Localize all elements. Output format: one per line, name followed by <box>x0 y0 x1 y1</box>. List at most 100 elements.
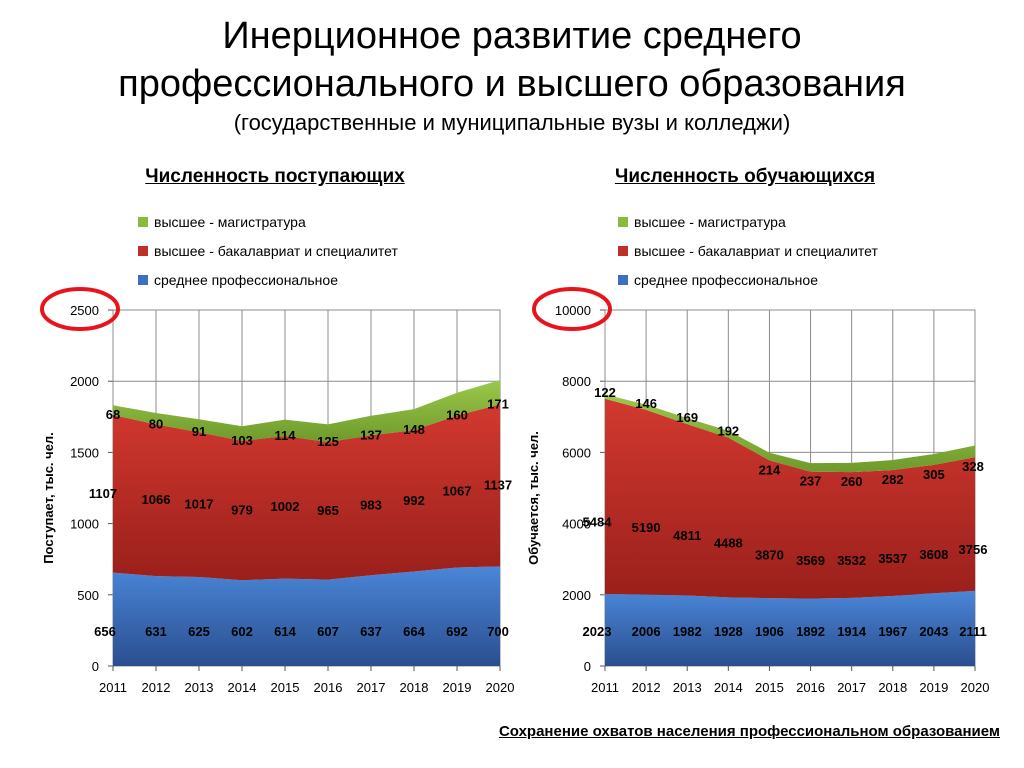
data-label-vocational: 614 <box>274 624 296 639</box>
data-label-bachelor: 5190 <box>632 520 661 535</box>
x-tick-label: 2018 <box>400 680 429 695</box>
legend-label: высшее - магистратура <box>154 213 306 230</box>
x-tick-label: 2014 <box>714 680 743 695</box>
data-label-masters: 260 <box>841 474 863 489</box>
chart1-title: Численность поступающих <box>145 166 405 187</box>
x-tick-label: 2016 <box>796 680 825 695</box>
data-label-bachelor: 1066 <box>142 492 171 507</box>
page-title-line1: Инерционное развитие среднего <box>222 15 802 57</box>
page-subtitle: (государственные и муниципальные вузы и … <box>233 110 791 135</box>
legend-item-vocational: среднее профессиональное <box>618 265 878 294</box>
x-tick-label: 2020 <box>961 680 990 695</box>
data-label-bachelor: 983 <box>360 497 382 512</box>
x-tick-label: 2013 <box>185 680 214 695</box>
legend-label: высшее - бакалавриат и специалитет <box>154 242 398 259</box>
y-tick-label: 1000 <box>70 517 99 532</box>
data-label-masters: 103 <box>231 433 253 448</box>
x-tick-label: 2012 <box>632 680 661 695</box>
data-label-masters: 282 <box>882 472 904 487</box>
data-label-vocational: 1928 <box>714 624 743 639</box>
data-label-masters: 146 <box>635 396 657 411</box>
data-label-vocational: 692 <box>446 624 468 639</box>
y-axis-label: Поступает, тыс. чел. <box>41 432 56 564</box>
data-label-masters: 160 <box>446 408 468 423</box>
data-label-vocational: 1982 <box>673 624 702 639</box>
data-label-bachelor: 3537 <box>878 551 907 566</box>
y-tick-label: 0 <box>92 659 99 674</box>
x-tick-label: 2019 <box>443 680 472 695</box>
chart2-legend: высшее - магистратура высшее - бакалаври… <box>618 207 878 294</box>
title-block: Инерционное развитие среднего профессион… <box>0 12 1024 138</box>
y-tick-label: 1500 <box>70 445 99 460</box>
y-tick-label: 2500 <box>70 303 99 318</box>
legend-swatch-blue <box>618 274 628 285</box>
area-series-vocational <box>605 590 975 666</box>
legend-swatch-red <box>138 245 148 256</box>
data-label-bachelor: 3870 <box>755 547 784 562</box>
data-label-masters: 91 <box>192 424 206 439</box>
data-label-vocational: 631 <box>145 624 167 639</box>
x-tick-label: 2015 <box>755 680 784 695</box>
data-label-bachelor: 1137 <box>484 477 512 492</box>
y-tick-label: 500 <box>77 588 99 603</box>
x-tick-label: 2017 <box>357 680 386 695</box>
page-title-line2: профессионального и высшего образования <box>118 63 906 105</box>
data-label-vocational: 2006 <box>632 624 661 639</box>
data-label-vocational: 637 <box>360 624 382 639</box>
data-label-bachelor: 5484 <box>583 514 613 529</box>
data-label-masters: 237 <box>800 474 822 489</box>
chart2-title: Численность обучающихся <box>614 166 876 187</box>
data-label-masters: 169 <box>676 410 698 425</box>
x-tick-label: 2013 <box>673 680 702 695</box>
data-label-vocational: 2023 <box>583 624 612 639</box>
data-label-masters: 125 <box>317 434 339 449</box>
y-tick-label: 4000 <box>562 517 591 532</box>
highlight-circle <box>40 287 120 331</box>
x-tick-label: 2012 <box>142 680 171 695</box>
data-label-masters: 122 <box>594 385 616 400</box>
legend-swatch-red <box>618 245 628 256</box>
area-series-vocational <box>113 566 500 666</box>
data-label-masters: 305 <box>923 467 945 482</box>
legend-item-bachelor: высшее - бакалавриат и специалитет <box>138 236 398 265</box>
data-label-bachelor: 4811 <box>673 528 701 543</box>
data-label-vocational: 656 <box>94 624 116 639</box>
data-label-vocational: 1914 <box>837 624 867 639</box>
x-tick-label: 2011 <box>99 680 127 695</box>
data-label-bachelor: 1067 <box>443 483 472 498</box>
data-label-vocational: 664 <box>403 624 425 639</box>
highlight-circle <box>532 287 612 331</box>
y-tick-label: 2000 <box>562 588 591 603</box>
data-label-masters: 80 <box>149 416 163 431</box>
legend-item-vocational: среднее профессиональное <box>138 265 398 294</box>
legend-item-masters: высшее - магистратура <box>138 207 398 236</box>
footer-note: Сохранение охватов населения профессиона… <box>498 723 1000 740</box>
data-label-bachelor: 965 <box>317 503 339 518</box>
data-label-vocational: 1967 <box>878 624 907 639</box>
x-tick-label: 2014 <box>228 680 257 695</box>
x-tick-label: 2018 <box>878 680 907 695</box>
data-label-bachelor: 979 <box>231 503 253 518</box>
y-tick-label: 0 <box>584 659 591 674</box>
legend-label: высшее - бакалавриат и специалитет <box>634 242 878 259</box>
x-tick-label: 2020 <box>486 680 515 695</box>
data-label-masters: 114 <box>275 428 297 443</box>
data-label-bachelor: 3569 <box>796 553 825 568</box>
legend-label: высшее - магистратура <box>634 213 786 230</box>
legend-swatch-green <box>618 216 628 227</box>
data-label-vocational: 2043 <box>919 624 948 639</box>
x-tick-label: 2011 <box>591 680 619 695</box>
chart1-legend: высшее - магистратура высшее - бакалаври… <box>138 207 398 294</box>
data-label-bachelor: 1017 <box>185 497 214 512</box>
y-tick-label: 10000 <box>555 303 591 318</box>
legend-swatch-blue <box>138 274 148 285</box>
data-label-masters: 328 <box>962 459 984 474</box>
x-tick-label: 2019 <box>919 680 948 695</box>
data-label-masters: 192 <box>717 424 739 439</box>
area-series-bachelor <box>605 398 975 599</box>
data-label-bachelor: 1002 <box>271 499 300 514</box>
data-label-vocational: 2111 <box>959 624 987 639</box>
y-tick-label: 2000 <box>70 374 99 389</box>
legend-label: среднее профессиональное <box>634 271 818 288</box>
